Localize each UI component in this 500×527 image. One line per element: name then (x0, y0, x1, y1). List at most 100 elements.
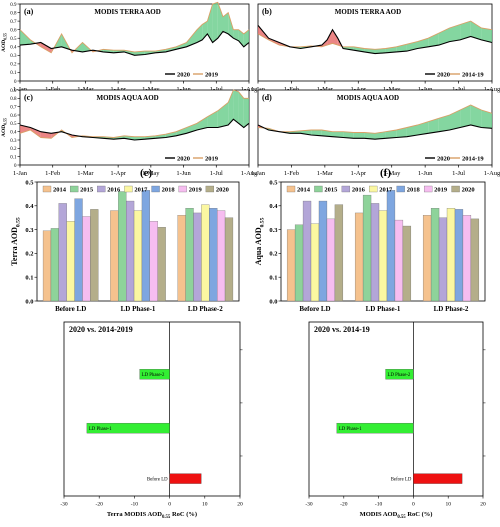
fill-between-segment (217, 2, 223, 39)
roc-bar (169, 473, 202, 484)
bar-2016 (302, 200, 312, 302)
legend-label: 2019 (189, 187, 203, 194)
fill-between-segment (243, 98, 249, 128)
legend-label: 2018 (407, 187, 421, 194)
legend-label: 2014-19 (462, 156, 484, 163)
x-tick-label: 1-May (142, 170, 160, 177)
fill-between-segment (228, 90, 234, 125)
fill-between-segment (243, 29, 249, 47)
legend-label: 2020 (437, 156, 450, 163)
fill-between-segment (449, 110, 461, 130)
bar-2019 (462, 215, 472, 302)
fill-between-segment (197, 116, 208, 130)
bar-2018 (209, 208, 218, 302)
legend-swatch-2014 (42, 185, 52, 193)
fill-between-segment (332, 131, 344, 138)
fill-between-segment (233, 29, 239, 41)
legend-swatch-2016 (97, 185, 106, 193)
panel-label: (d) (262, 93, 272, 102)
y-tick-label: 0.9 (10, 3, 17, 8)
y-tick-label: 0.8 (10, 97, 17, 102)
x-tick-label: 1-Mar (77, 86, 94, 93)
bar-2016 (438, 217, 448, 302)
bar-2017 (201, 204, 210, 302)
x-tick-label: 1-Jan (13, 86, 28, 93)
x-tick-label: 1-Jul (452, 86, 465, 93)
bar-2020 (90, 209, 99, 302)
bar-2019 (217, 210, 226, 302)
legend-label: 2019 (205, 72, 219, 79)
x-tick-label: 1-Apr (351, 86, 367, 93)
bar-2017 (378, 210, 388, 302)
x-tick-label: 1-Mar (77, 170, 94, 177)
fill-between-segment (375, 48, 386, 54)
fill-between-segment (165, 46, 177, 52)
x-tick-label: 1-Jan (13, 170, 28, 177)
bar-2016 (370, 203, 380, 302)
bar-2014 (42, 230, 52, 302)
bar-2014 (422, 215, 432, 302)
y-tick-label: 0.5 (10, 122, 17, 127)
fill-between-segment (233, 90, 239, 124)
bar-2017 (446, 208, 456, 302)
legend-label: 2020 (177, 156, 190, 163)
fill-between-segment (343, 131, 354, 139)
y-tick-label: 0.8 (10, 11, 17, 16)
fill-between-segment (311, 130, 322, 136)
panel-label: (e) (140, 167, 153, 179)
bar-2015 (294, 224, 304, 302)
x-tick-label: 1-Jun (418, 86, 433, 93)
fill-between-segment (30, 127, 41, 138)
x-tick-label: 1-Feb (45, 86, 60, 93)
legend-swatch-2019 (423, 185, 433, 193)
x-tick-label: 20 (480, 502, 486, 508)
panel-a-terra-2019: 1-Jan 1-Feb 1-Mar 1-Apr 1-May 1-Jun 1-Jul 1-Aug… (1, 1, 258, 93)
panel-title: MODIS TERRA AOD (94, 8, 160, 16)
bar-2015 (50, 228, 59, 302)
fill-between-segment (470, 21, 482, 40)
fill-between-segment (223, 12, 229, 34)
x-tick-label: 1-Jan (251, 86, 266, 93)
x-tick-label: 1-Feb (284, 86, 299, 93)
x-tick-label: 1-Mar (317, 170, 334, 177)
legend-swatch-2017 (369, 185, 378, 193)
y-tick-label: 0.6 (10, 28, 17, 33)
bar-2020 (224, 217, 234, 302)
legend-label: 2015 (324, 187, 338, 194)
bar-2020 (157, 227, 166, 302)
y-tick-label: 0.4 (25, 203, 34, 210)
x-tick-label: 1-Apr (110, 86, 126, 93)
legend-swatch-2020 (451, 185, 460, 193)
y-tick-label: 0.1 (25, 275, 33, 282)
y-tick-label: 0.3 (269, 227, 278, 234)
y-tick-label: 0.2 (269, 251, 277, 258)
series-line-2020 (19, 30, 250, 56)
bar-2019 (82, 216, 91, 302)
legend-swatch-2020 (205, 185, 215, 193)
bar-2019 (326, 218, 336, 302)
bar-2019 (149, 221, 158, 302)
legend-label: 2017 (379, 187, 393, 194)
x-tick-label: 10 (445, 502, 451, 508)
series-line-2019 (19, 89, 249, 139)
y-tick-label: 0.1 (10, 155, 17, 160)
panel-b-terra-2014-19: 1-Jan 1-Feb 1-Mar 1-Apr 1-May 1-Jun 1-Jul 1-Aug… (251, 3, 500, 93)
panel-c-aqua-2019: 1-Jan 1-Feb 1-Mar 1-Apr 1-May 1-Jun 1-Jul 1-Aug… (1, 89, 258, 177)
fill-between-segment (300, 130, 312, 135)
fill-between-segment (238, 91, 244, 128)
bar-2016 (126, 200, 135, 302)
y-tick-label: 0.2 (10, 63, 17, 68)
x-tick-label: 1-May (383, 170, 401, 177)
bar-2017 (310, 223, 320, 302)
fill-between-segment (396, 44, 407, 52)
panel-title: 2020 vs. 2014-19 (314, 325, 370, 334)
panel-d-aqua-2014-19: 1-Jan 1-Feb 1-Mar 1-Apr 1-May 1-Jun 1-Jul 1-Aug… (251, 89, 500, 177)
roc-category-label: LD Phase-2 (142, 373, 165, 378)
x-tick-label: -30 (305, 502, 313, 508)
y-tick-label: 0.0 (25, 298, 33, 305)
fill-between-segment (186, 29, 197, 47)
x-tick-label: 20 (237, 502, 243, 508)
panel-g-terra-roc: LD Phase-2 LD Phase-1 Before LD -30 -20 -10 0 1… (60, 321, 243, 520)
panel-label: (b) (262, 7, 272, 16)
